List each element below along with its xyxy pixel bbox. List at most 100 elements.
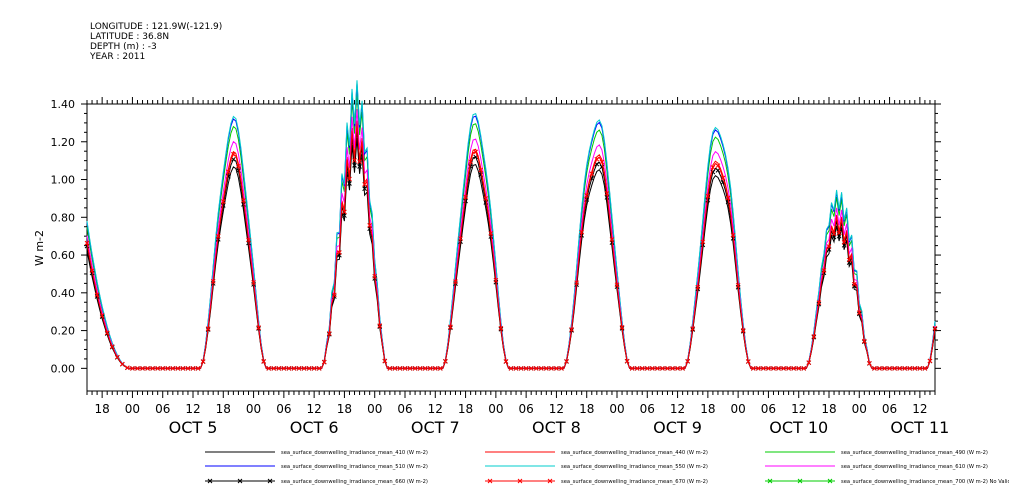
series-point-7 bbox=[877, 365, 882, 371]
x-hour-label: 18 bbox=[821, 402, 836, 416]
series-point-7 bbox=[427, 365, 433, 371]
series-point-7 bbox=[342, 209, 347, 215]
y-tick-label: 0.20 bbox=[51, 325, 76, 338]
y-tick-label: 1.40 bbox=[51, 98, 76, 111]
series-point-6 bbox=[357, 164, 362, 169]
series-point-7 bbox=[851, 281, 857, 287]
series-point-7 bbox=[533, 365, 539, 371]
series-point-7 bbox=[231, 151, 236, 157]
series-point-7 bbox=[170, 365, 176, 371]
series-point-7 bbox=[155, 365, 161, 371]
series-point-7 bbox=[104, 330, 110, 336]
series-point-7 bbox=[266, 365, 272, 371]
series-point-7 bbox=[311, 365, 317, 371]
series-point-7 bbox=[761, 365, 766, 371]
latitude-label: LATITUDE : 36.8N bbox=[90, 32, 170, 42]
series-point-7 bbox=[670, 365, 675, 371]
legend-marker bbox=[767, 478, 773, 484]
series-point-7 bbox=[861, 338, 867, 344]
series-point-7 bbox=[660, 365, 665, 371]
series-point-7 bbox=[362, 182, 367, 187]
series-point-7 bbox=[94, 292, 100, 298]
series-point-7 bbox=[185, 365, 191, 371]
series-line-7 bbox=[86, 123, 936, 369]
legend-label: sea_surface_downwelling_irradiance_mean_… bbox=[841, 479, 1009, 485]
series-point-7 bbox=[220, 199, 226, 204]
series-point-7 bbox=[236, 163, 241, 169]
legend-marker bbox=[237, 478, 243, 484]
series-point-7 bbox=[897, 365, 903, 371]
series-line-1 bbox=[86, 120, 936, 369]
series-point-7 bbox=[912, 365, 918, 371]
series-point-7 bbox=[584, 193, 590, 198]
series-point-7 bbox=[710, 165, 716, 170]
series-point-7 bbox=[730, 232, 736, 238]
x-hour-label: 00 bbox=[246, 402, 261, 416]
series-point-7 bbox=[407, 365, 413, 371]
series-point-6 bbox=[347, 181, 352, 186]
series-point-7 bbox=[604, 190, 610, 196]
series-point-7 bbox=[417, 365, 423, 371]
series-point-7 bbox=[246, 237, 251, 243]
series-point-7 bbox=[685, 358, 691, 364]
x-day-label: OCT 9 bbox=[653, 418, 702, 437]
series-line-4 bbox=[86, 80, 936, 369]
series-point-7 bbox=[140, 365, 145, 371]
series-point-7 bbox=[160, 365, 166, 371]
x-hour-label: 06 bbox=[761, 402, 776, 416]
x-hour-label: 18 bbox=[337, 402, 352, 416]
x-day-label: OCT 11 bbox=[890, 418, 949, 437]
legend-marker bbox=[547, 478, 553, 484]
series-point-7 bbox=[882, 365, 887, 371]
series-point-7 bbox=[649, 365, 655, 371]
x-hour-label: 12 bbox=[670, 402, 685, 416]
legend-label: sea_surface_downwelling_irradiance_mean_… bbox=[841, 450, 988, 456]
series-point-7 bbox=[458, 236, 463, 241]
series-point-7 bbox=[695, 284, 701, 290]
series-point-6 bbox=[725, 199, 731, 205]
series-point-6 bbox=[352, 162, 357, 168]
series-point-7 bbox=[503, 359, 509, 364]
legend: sea_surface_downwelling_irradiance_mean_… bbox=[205, 450, 1009, 485]
plot-frame bbox=[86, 103, 936, 392]
series-point-7 bbox=[114, 354, 120, 360]
x-hour-label: 06 bbox=[640, 402, 655, 416]
series-point-7 bbox=[296, 365, 302, 371]
series-point-7 bbox=[781, 365, 786, 371]
series-line-3 bbox=[86, 83, 936, 369]
x-hour-label: 12 bbox=[912, 402, 927, 416]
legend-label: sea_surface_downwelling_irradiance_mean_… bbox=[561, 464, 708, 470]
y-tick-label: 0.00 bbox=[51, 362, 76, 375]
legend-label: sea_surface_downwelling_irradiance_mean_… bbox=[281, 464, 428, 470]
series-point-7 bbox=[422, 365, 428, 371]
series-point-7 bbox=[301, 365, 307, 371]
series-point-7 bbox=[887, 365, 892, 371]
series-point-7 bbox=[614, 282, 620, 288]
series-line-5 bbox=[86, 109, 936, 369]
series-point-6 bbox=[220, 203, 226, 208]
series-point-7 bbox=[644, 365, 650, 371]
series-point-6 bbox=[362, 186, 367, 192]
series-point-7 bbox=[448, 324, 453, 330]
x-hour-label: 00 bbox=[367, 402, 382, 416]
series-point-7 bbox=[634, 365, 640, 371]
series-point-7 bbox=[347, 176, 352, 182]
series-point-7 bbox=[205, 326, 211, 331]
series-point-7 bbox=[397, 365, 403, 371]
series-point-7 bbox=[135, 365, 140, 371]
series-point-7 bbox=[745, 359, 751, 364]
series-point-7 bbox=[549, 365, 554, 371]
series-point-7 bbox=[720, 175, 726, 181]
x-hour-label: 06 bbox=[882, 402, 897, 416]
x-day-label: OCT 5 bbox=[169, 418, 218, 437]
series-point-7 bbox=[432, 365, 438, 371]
series-point-7 bbox=[402, 365, 408, 371]
legend-marker bbox=[207, 478, 213, 484]
series-point-7 bbox=[771, 365, 776, 371]
x-hour-label: 12 bbox=[307, 402, 322, 416]
legend-label: sea_surface_downwelling_irradiance_mean_… bbox=[281, 479, 428, 485]
series-point-7 bbox=[468, 159, 473, 165]
series-point-7 bbox=[594, 156, 600, 162]
series-point-7 bbox=[740, 328, 746, 333]
